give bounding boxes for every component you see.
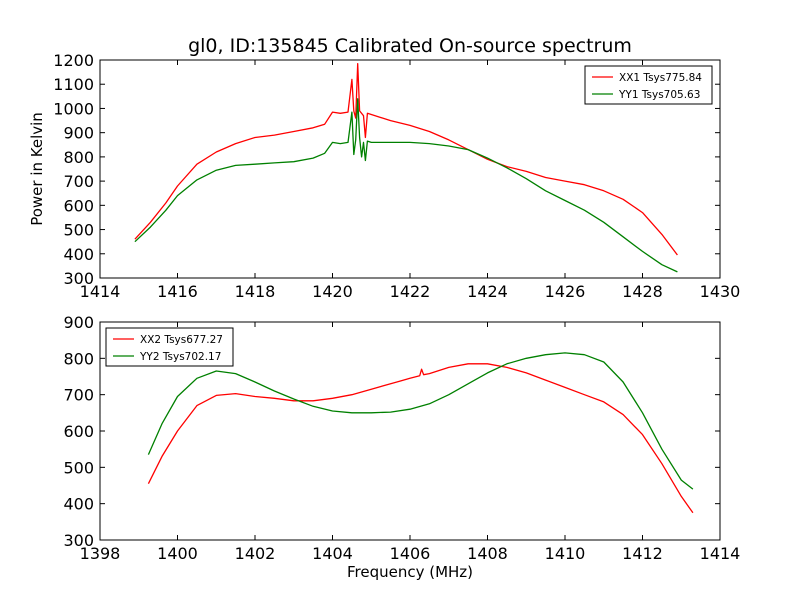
x-tick-label: 1416	[157, 282, 198, 301]
legend-label: XX1 Tsys775.84	[619, 72, 702, 84]
x-tick-label: 1412	[622, 544, 663, 563]
x-tick-label: 1410	[545, 544, 586, 563]
subplot-1: 1414 1416 1418 1420 1422 1424 1426 1428 1430 300 4…	[28, 51, 740, 301]
y-tick-label: 300	[63, 531, 94, 550]
series-line-xx1	[134, 62, 678, 256]
legend-label: XX2 Tsys677.27	[140, 334, 223, 346]
x-axis-label: Frequency (MHz)	[347, 563, 473, 581]
x-tick-label: 1404	[312, 544, 353, 563]
x-tick-label: 1420	[312, 282, 353, 301]
y-tick-label: 600	[63, 422, 94, 441]
legend: XX2 Tsys677.27 YY2 Tsys702.17	[105, 327, 234, 367]
y-tick-label: 900	[63, 124, 94, 143]
y-tick-label: 400	[63, 495, 94, 514]
y-tick-label: 500	[63, 221, 94, 240]
x-tick-label: 1428	[622, 282, 663, 301]
plots-group: 1414 1416 1418 1420 1422 1424 1426 1428 1430 300 4…	[28, 51, 740, 581]
x-tick-label: 1408	[467, 544, 508, 563]
x-tick-label: 1422	[390, 282, 431, 301]
x-tick-label: 1424	[467, 282, 508, 301]
y-tick-label: 1100	[53, 75, 94, 94]
x-tick-label: 1398	[80, 544, 121, 563]
x-tick-label: 1400	[157, 544, 198, 563]
y-tick-label: 500	[63, 458, 94, 477]
y-tick-label: 700	[63, 172, 94, 191]
series-line-yy2	[147, 352, 694, 490]
subplot-2: 1398 1400 1402 1404 1406 1408 1410 1412 1414 300 4…	[63, 313, 740, 581]
y-tick-label: 1200	[53, 51, 94, 70]
figure-title: gl0, ID:135845 Calibrated On-source spec…	[188, 35, 632, 57]
y-tick-label: 600	[63, 196, 94, 215]
legend-box	[105, 327, 234, 367]
y-axis-label: Power in Kelvin	[28, 112, 46, 226]
y-tick-label: 700	[63, 386, 94, 405]
x-tick-label: 1414	[80, 282, 121, 301]
x-tick-label: 1418	[235, 282, 276, 301]
y-tick-label: 800	[63, 148, 94, 167]
y-tick-label: 300	[63, 269, 94, 288]
y-tick-label: 400	[63, 245, 94, 264]
x-tick-label: 1414	[700, 544, 741, 563]
y-tick-label: 900	[63, 313, 94, 332]
x-tick-label: 1430	[700, 282, 741, 301]
y-tick-label: 1000	[53, 99, 94, 118]
x-tick-label: 1402	[235, 544, 276, 563]
legend-label: YY2 Tsys702.17	[139, 351, 221, 363]
series-line-xx2	[147, 363, 694, 514]
legend-box	[584, 65, 713, 105]
x-tick-label: 1406	[390, 544, 431, 563]
legend: XX1 Tsys775.84 YY1 Tsys705.63	[584, 65, 713, 105]
x-tick-label: 1426	[545, 282, 586, 301]
y-tick-label: 800	[63, 349, 94, 368]
series-line-yy1	[134, 98, 678, 273]
legend-label: YY1 Tsys705.63	[618, 89, 700, 101]
